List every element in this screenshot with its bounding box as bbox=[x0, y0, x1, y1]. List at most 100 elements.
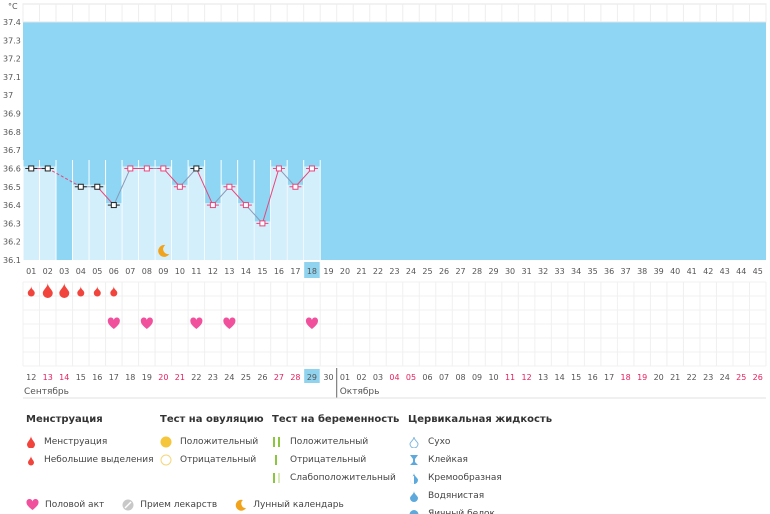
pill-icon bbox=[122, 499, 134, 511]
creamy-icon bbox=[410, 473, 418, 484]
cycle-day-label: 16 bbox=[274, 267, 284, 276]
cycle-day-label: 31 bbox=[521, 267, 531, 276]
temperature-line bbox=[212, 186, 230, 206]
calendar-date-label: 17 bbox=[604, 373, 614, 382]
temperature-bar bbox=[205, 203, 221, 260]
blood-drop-icon bbox=[27, 436, 35, 448]
y-tick-label: 37 bbox=[3, 91, 13, 100]
calendar-date-label: 17 bbox=[109, 373, 119, 382]
cycle-day-label: 13 bbox=[224, 267, 234, 276]
temperature-point bbox=[209, 202, 216, 209]
temperature-line bbox=[179, 168, 197, 188]
legend-item-pregnancy-weak: Слабоположительный bbox=[272, 469, 399, 487]
calendar-date-label: 22 bbox=[687, 373, 697, 382]
cycle-day-label: 05 bbox=[92, 267, 102, 276]
legend-item-creamy: Кремообразная bbox=[408, 469, 552, 487]
cycle-day-label: 11 bbox=[191, 267, 201, 276]
small-drop-icon bbox=[27, 286, 35, 297]
calendar-date-label: 12 bbox=[26, 373, 36, 382]
temperature-bar bbox=[304, 166, 320, 260]
y-tick-label: 37.1 bbox=[3, 73, 21, 82]
cycle-day-label: 35 bbox=[588, 267, 598, 276]
temperature-chart: °C 37.4 37.3 37.2 37.1 37 36.9 36.8 36.7 36.6 36.5… bbox=[3, 2, 767, 399]
moon-icon bbox=[158, 244, 170, 257]
temperature-point bbox=[160, 165, 167, 172]
legend-item-intercourse: Половой акт bbox=[26, 499, 104, 511]
legend-menstruation: Менструация Менструация Небольшие выделе… bbox=[26, 413, 154, 469]
calendar-date-label: 23 bbox=[703, 373, 713, 382]
cycle-day-label: 09 bbox=[158, 267, 168, 276]
cycle-day-label: 26 bbox=[439, 267, 449, 276]
calendar-date-label: 14 bbox=[555, 373, 565, 382]
temperature-bar bbox=[271, 166, 287, 260]
legend-item-egg-white: Яичный белок bbox=[408, 505, 552, 514]
temperature-point bbox=[242, 202, 249, 209]
y-tick-label: 37.4 bbox=[3, 18, 21, 27]
legend-label: Отрицательный bbox=[290, 455, 367, 465]
legend-title-cervical: Цервикальная жидкость bbox=[408, 414, 553, 425]
cycle-day-label: 15 bbox=[257, 267, 267, 276]
today-date-highlight bbox=[304, 369, 320, 383]
calendar-date-label: 19 bbox=[637, 373, 647, 382]
temperature-bar bbox=[23, 166, 40, 260]
calendar-date-label: 20 bbox=[654, 373, 664, 382]
current-day-highlight bbox=[304, 262, 320, 278]
calendar-date-label: 27 bbox=[274, 373, 284, 382]
cycle-day-label: 32 bbox=[538, 267, 548, 276]
cycle-day-label: 10 bbox=[175, 267, 185, 276]
y-tick-label: 37.3 bbox=[3, 36, 21, 45]
calendar-date-label: 09 bbox=[472, 373, 482, 382]
y-tick-label: 36.8 bbox=[3, 128, 21, 137]
cycle-day-label: 20 bbox=[340, 267, 350, 276]
temperature-line bbox=[47, 168, 82, 188]
temperature-bar bbox=[172, 184, 188, 260]
calendar-date-label: 10 bbox=[488, 373, 498, 382]
calendar-date-label: 26 bbox=[753, 373, 763, 382]
small-drop-icon bbox=[77, 286, 85, 297]
sticky-icon bbox=[410, 455, 418, 465]
legend-item-pregnancy-positive: Положительный bbox=[272, 433, 399, 451]
calendar-date-label: 24 bbox=[720, 373, 730, 382]
cycle-day-label: 21 bbox=[356, 267, 366, 276]
legend-label: Кремообразная bbox=[428, 473, 502, 483]
temperature-bar bbox=[139, 166, 155, 260]
legend-item-spotting: Небольшие выделения bbox=[26, 451, 154, 469]
egg-white-icon bbox=[409, 510, 419, 514]
temperature-line bbox=[245, 204, 263, 224]
legend-ovulation-test: Тест на овуляцию Положительный Отрицател… bbox=[160, 413, 264, 469]
calendar-date-label: 04 bbox=[389, 373, 399, 382]
cycle-day-label: 12 bbox=[208, 267, 218, 276]
month-label: Октябрь bbox=[340, 387, 380, 397]
one-line-icon bbox=[275, 455, 277, 465]
temperature-point bbox=[193, 165, 200, 172]
cycle-day-label: 40 bbox=[670, 267, 680, 276]
legend-label: Водянистая bbox=[428, 491, 485, 501]
calendar-date-label: 23 bbox=[208, 373, 218, 382]
temperature-point bbox=[308, 165, 315, 172]
small-drop-icon bbox=[28, 456, 34, 466]
negative-circle-icon bbox=[160, 454, 172, 466]
calendar-date-label: 24 bbox=[224, 373, 234, 382]
heart-icon bbox=[223, 317, 236, 329]
cycle-day-label: 14 bbox=[241, 267, 251, 276]
bottom-legend: Половой акт Прием лекарств Лунный календ… bbox=[26, 499, 362, 511]
legend-item-medication: Прием лекарств bbox=[122, 499, 217, 511]
calendar-date-label: 30 bbox=[323, 373, 333, 382]
cycle-day-label: 08 bbox=[142, 267, 152, 276]
cycle-day-label: 30 bbox=[505, 267, 515, 276]
month-label: Сентябрь bbox=[24, 387, 69, 397]
watery-drop-icon bbox=[410, 491, 418, 502]
temperature-line bbox=[113, 168, 131, 206]
y-tick-label: 36.6 bbox=[3, 164, 21, 173]
calendar-date-label: 25 bbox=[736, 373, 746, 382]
legend-label: Менструация bbox=[44, 437, 108, 447]
calendar-date-label: 14 bbox=[59, 373, 69, 382]
legend-title-pregnancy: Тест на беременность bbox=[272, 414, 400, 425]
calendar-date-label: 21 bbox=[670, 373, 680, 382]
cycle-day-label: 38 bbox=[637, 267, 647, 276]
legend-item-menstruation: Менструация bbox=[26, 433, 154, 451]
cycle-day-label: 27 bbox=[455, 267, 465, 276]
legend-item-ovulation-positive: Положительный bbox=[160, 433, 264, 451]
moon-icon bbox=[235, 499, 247, 511]
